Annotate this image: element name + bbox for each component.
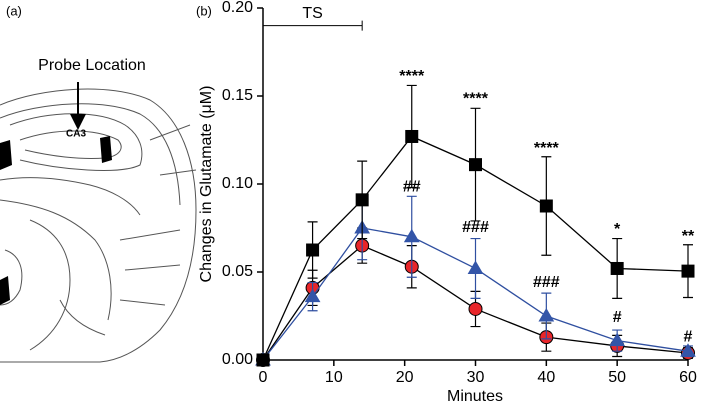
series-line <box>262 244 689 361</box>
x-tick-label: 0 <box>259 369 268 386</box>
significance-label: **** <box>534 140 560 157</box>
marker <box>405 129 419 143</box>
x-tick-label: 40 <box>537 369 555 386</box>
marker <box>610 261 624 275</box>
x-tick-label: 20 <box>396 369 414 386</box>
x-tick-label: 50 <box>608 369 626 386</box>
marker <box>304 288 321 303</box>
marker <box>680 343 696 357</box>
significance-label: # <box>684 328 693 345</box>
y-tick-label: 0.15 <box>222 87 253 104</box>
marker <box>538 308 555 322</box>
marker <box>355 193 369 207</box>
region-label: CA3 <box>66 129 86 140</box>
y-tick-label: 0.00 <box>222 351 253 368</box>
significance-label: * <box>614 221 621 238</box>
series-line <box>262 227 689 361</box>
significance-label: **** <box>463 91 489 108</box>
x-axis-label: Minutes <box>447 388 503 405</box>
probe-label: Probe Location <box>38 57 146 74</box>
bracket-label: TS <box>302 5 322 22</box>
marker <box>256 353 270 367</box>
significance-label: **** <box>399 68 425 85</box>
significance-label: ## <box>403 179 421 196</box>
marker <box>609 332 626 347</box>
significance-label: # <box>613 309 622 326</box>
marker <box>681 264 695 278</box>
significance-label: ** <box>682 228 695 245</box>
panel-label: (a) <box>6 3 22 18</box>
marker <box>403 228 420 243</box>
marker <box>539 199 553 213</box>
y-tick-label: 0.20 <box>222 0 253 16</box>
panel-label: (b) <box>196 3 212 18</box>
brain-diagram <box>0 88 197 363</box>
x-tick-label: 60 <box>679 369 697 386</box>
ts-bracket <box>262 20 363 31</box>
dark-region <box>0 136 112 305</box>
x-tick-label: 30 <box>467 369 485 386</box>
significance-label: ### <box>533 274 560 291</box>
probe-arrowhead <box>70 114 86 130</box>
marker <box>468 301 483 316</box>
x-tick-label: 10 <box>325 369 343 386</box>
y-axis-label: Changes in Glutamate (μM) <box>198 86 215 283</box>
significance-label: ### <box>462 219 489 236</box>
y-tick-label: 0.10 <box>222 175 253 192</box>
marker <box>469 158 482 172</box>
y-tick-label: 0.05 <box>222 263 253 280</box>
series-line <box>262 135 689 361</box>
marker <box>306 243 320 257</box>
marker <box>467 260 484 274</box>
